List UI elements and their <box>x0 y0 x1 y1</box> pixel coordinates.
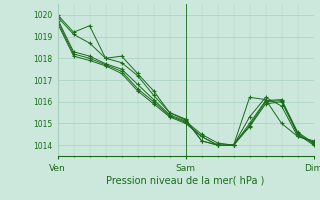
X-axis label: Pression niveau de la mer( hPa ): Pression niveau de la mer( hPa ) <box>107 175 265 185</box>
